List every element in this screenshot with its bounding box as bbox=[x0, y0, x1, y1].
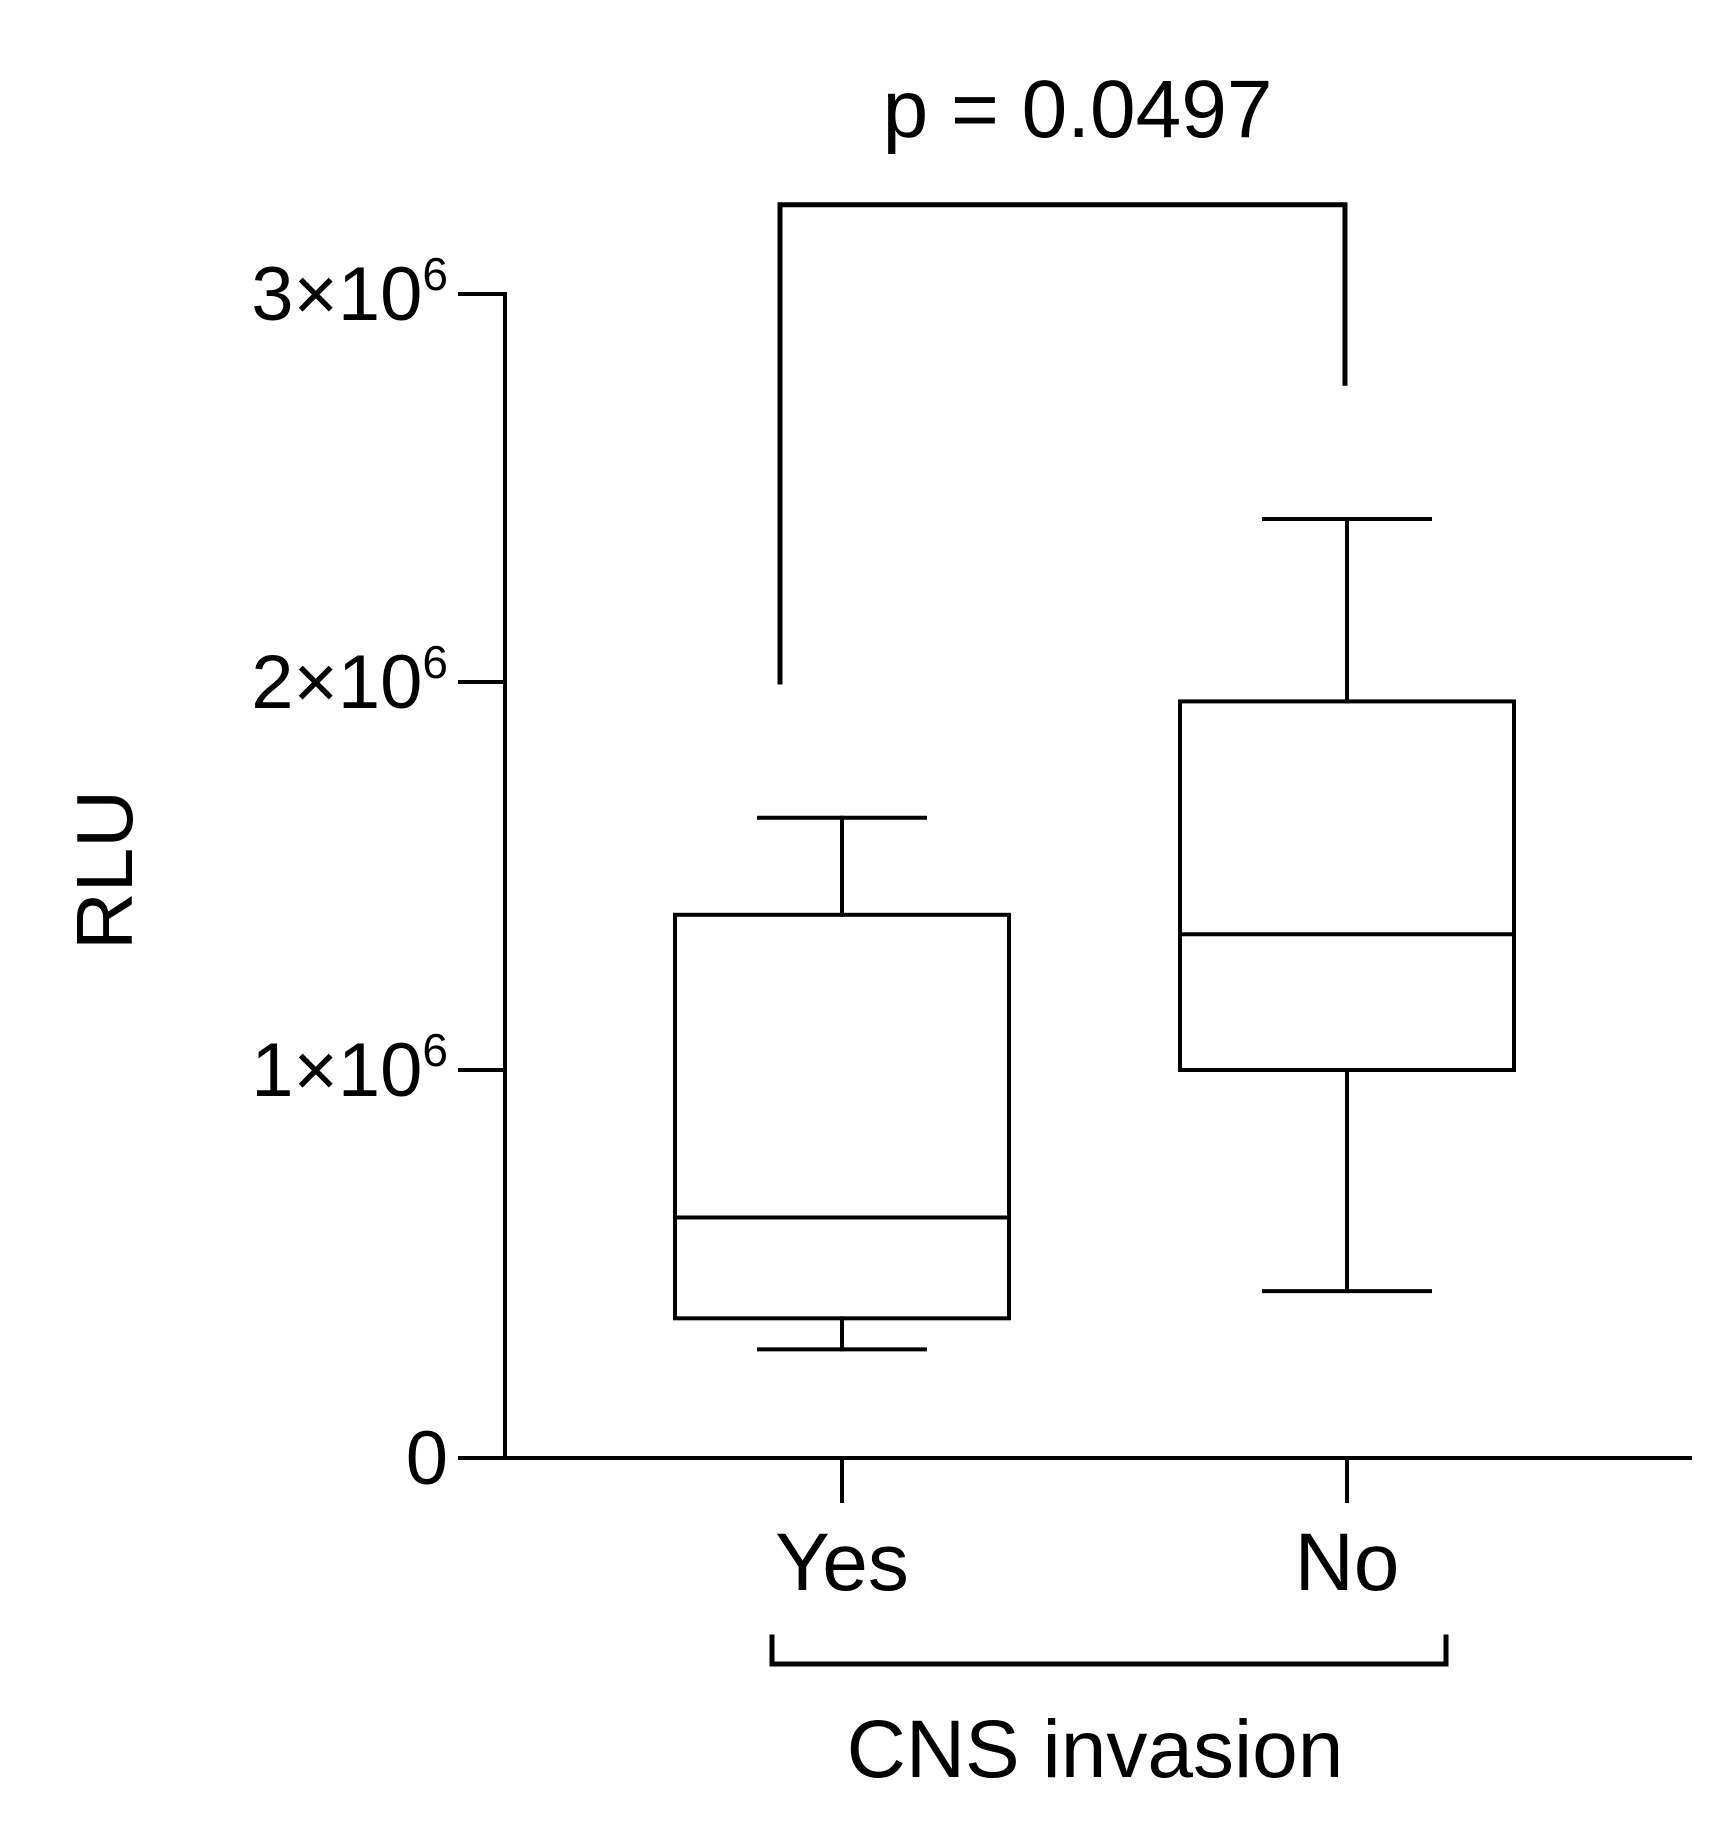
y-axis-label: RLU bbox=[60, 790, 149, 950]
y-tick-label: 3×106 bbox=[251, 248, 448, 337]
group-bracket-line bbox=[769, 1634, 1449, 1667]
box-iqr bbox=[673, 912, 1011, 1321]
y-ticks: 0 1×106 2×106 3×106 bbox=[251, 248, 507, 1501]
box-no bbox=[1178, 517, 1516, 1294]
annotations: p = 0.0497 bbox=[777, 64, 1348, 685]
x-axis-label: CNS invasion bbox=[847, 1704, 1344, 1795]
box-yes bbox=[673, 815, 1011, 1352]
y-tick-label: 2×106 bbox=[251, 636, 448, 725]
box-iqr bbox=[1178, 699, 1516, 1073]
axes bbox=[458, 292, 1692, 1460]
significance-bracket bbox=[777, 202, 1348, 685]
y-tick-label: 0 bbox=[406, 1416, 448, 1501]
x-ticks: Yes No bbox=[775, 1456, 1400, 1608]
x-group-bracket bbox=[769, 1634, 1449, 1667]
p-value-label: p = 0.0497 bbox=[883, 64, 1273, 155]
x-tick-label-yes: Yes bbox=[775, 1517, 909, 1608]
x-tick-label-no: No bbox=[1295, 1517, 1400, 1608]
y-tick-label: 1×106 bbox=[251, 1024, 448, 1113]
boxes bbox=[673, 517, 1516, 1352]
